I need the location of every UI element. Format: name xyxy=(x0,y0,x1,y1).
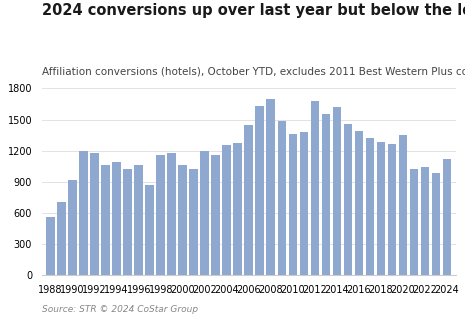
Bar xyxy=(354,131,363,275)
Bar xyxy=(90,153,99,275)
Bar xyxy=(377,142,385,275)
Bar xyxy=(344,124,352,275)
Bar xyxy=(222,145,231,275)
Bar xyxy=(278,121,286,275)
Bar xyxy=(311,101,319,275)
Bar xyxy=(410,169,418,275)
Text: 2024 conversions up over last year but below the long-term average: 2024 conversions up over last year but b… xyxy=(42,3,465,18)
Bar xyxy=(332,107,341,275)
Bar xyxy=(299,132,308,275)
Bar xyxy=(266,99,275,275)
Text: Affiliation conversions (hotels), October YTD, excludes 2011 Best Western Plus c: Affiliation conversions (hotels), Octobe… xyxy=(42,66,465,76)
Bar xyxy=(233,143,242,275)
Bar xyxy=(156,155,165,275)
Bar xyxy=(46,217,55,275)
Bar xyxy=(57,203,66,275)
Bar xyxy=(167,153,176,275)
Bar xyxy=(101,165,110,275)
Bar xyxy=(212,155,220,275)
Bar xyxy=(321,114,330,275)
Bar xyxy=(123,169,132,275)
Bar xyxy=(365,138,374,275)
Bar xyxy=(113,162,121,275)
Bar xyxy=(179,165,187,275)
Text: Source: STR © 2024 CoStar Group: Source: STR © 2024 CoStar Group xyxy=(42,306,198,314)
Bar xyxy=(134,165,143,275)
Bar xyxy=(387,144,396,275)
Bar xyxy=(80,151,88,275)
Bar xyxy=(146,185,154,275)
Bar xyxy=(399,135,407,275)
Bar xyxy=(288,134,297,275)
Bar xyxy=(420,167,429,275)
Bar xyxy=(189,169,198,275)
Bar xyxy=(443,159,451,275)
Bar xyxy=(255,106,264,275)
Bar xyxy=(432,173,440,275)
Bar xyxy=(200,151,209,275)
Bar xyxy=(68,179,77,275)
Bar xyxy=(245,125,253,275)
